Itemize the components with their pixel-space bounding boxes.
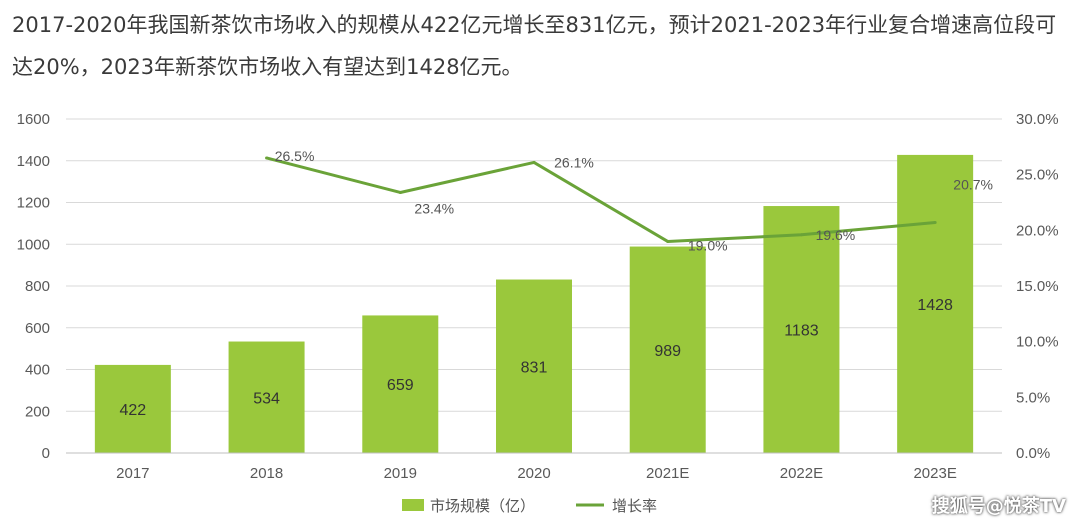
y-right-tick-label: 20.0% xyxy=(1016,222,1059,239)
bar xyxy=(763,206,840,453)
x-tick-label: 2018 xyxy=(250,465,283,482)
y-left-tick-label: 1600 xyxy=(17,111,50,128)
bars xyxy=(94,154,974,453)
bar-value-label: 422 xyxy=(120,402,147,419)
rate-labels: 26.5% 23.4% 26.1% 19.0% 19.6% 20.7% xyxy=(275,148,993,254)
y-left-tick-label: 200 xyxy=(25,403,50,420)
growth-rate-point xyxy=(265,156,269,160)
bar-value-label: 1428 xyxy=(917,297,953,314)
y-left-tick-label: 1400 xyxy=(17,153,50,170)
growth-rate-label: 26.5% xyxy=(275,148,315,164)
legend: 市场规模（亿） 增长率 xyxy=(402,497,657,515)
growth-rate-point xyxy=(799,233,803,237)
growth-rate-label: 19.6% xyxy=(816,227,856,243)
y-left-tick-label: 600 xyxy=(25,320,50,337)
bar xyxy=(496,279,572,453)
y-right-tick-label: 25.0% xyxy=(1016,167,1059,184)
legend-bar-label: 市场规模（亿） xyxy=(430,497,535,515)
growth-rate-label: 20.7% xyxy=(953,177,993,193)
y-right-tick-label: 10.0% xyxy=(1016,334,1059,351)
y-right-tick-label: 0.0% xyxy=(1016,445,1050,462)
y-left-tick-label: 1000 xyxy=(17,236,50,253)
legend-line-label: 增长率 xyxy=(612,497,657,515)
axes: 0 200 400 600 800 1000 1200 1400 1600 0.0% 5.0% 10.… xyxy=(17,111,1059,482)
bar-labels: 422 534 659 831 989 1183 1428 xyxy=(120,297,954,419)
bar-value-label: 659 xyxy=(387,377,414,394)
bar-value-label: 831 xyxy=(521,359,548,376)
growth-rate-label: 23.4% xyxy=(414,200,454,216)
x-tick-label: 2019 xyxy=(384,465,417,482)
growth-rate-line xyxy=(266,156,936,243)
bar-value-label: 1183 xyxy=(784,323,819,340)
x-tick-label: 2022E xyxy=(780,465,823,482)
y-left-tick-label: 1200 xyxy=(17,195,50,212)
legend-bar-swatch xyxy=(402,499,424,511)
x-tick-label: 2021E xyxy=(646,465,689,482)
growth-rate-point xyxy=(398,190,402,194)
watermark: 搜狐号@悦茶TV xyxy=(931,496,1066,517)
bar xyxy=(362,315,439,453)
growth-rate-point xyxy=(532,160,536,164)
x-tick-label: 2017 xyxy=(116,465,149,482)
y-left-tick-label: 0 xyxy=(42,445,50,462)
growth-rate-point xyxy=(666,239,670,243)
y-left-tick-label: 800 xyxy=(25,278,50,295)
bar xyxy=(94,364,171,453)
x-tick-label: 2020 xyxy=(517,465,550,482)
bar xyxy=(897,154,974,453)
growth-rate-point xyxy=(933,221,937,225)
y-right-tick-label: 5.0% xyxy=(1016,389,1050,406)
growth-rate-label: 26.1% xyxy=(554,154,594,170)
bar xyxy=(629,246,706,453)
bar xyxy=(228,341,305,453)
growth-line xyxy=(265,156,937,243)
headline: 2017-2020年我国新茶饮市场收入的规模从422亿元增长至831亿元，预计2… xyxy=(12,13,1057,79)
x-tick-label: 2023E xyxy=(913,465,956,482)
bar-value-label: 534 xyxy=(253,390,280,407)
bar-value-label: 989 xyxy=(654,343,681,360)
y-left-tick-label: 400 xyxy=(25,362,50,379)
growth-rate-label: 19.0% xyxy=(688,237,728,253)
y-right-tick-label: 30.0% xyxy=(1016,111,1059,128)
y-right-tick-label: 15.0% xyxy=(1016,278,1059,295)
